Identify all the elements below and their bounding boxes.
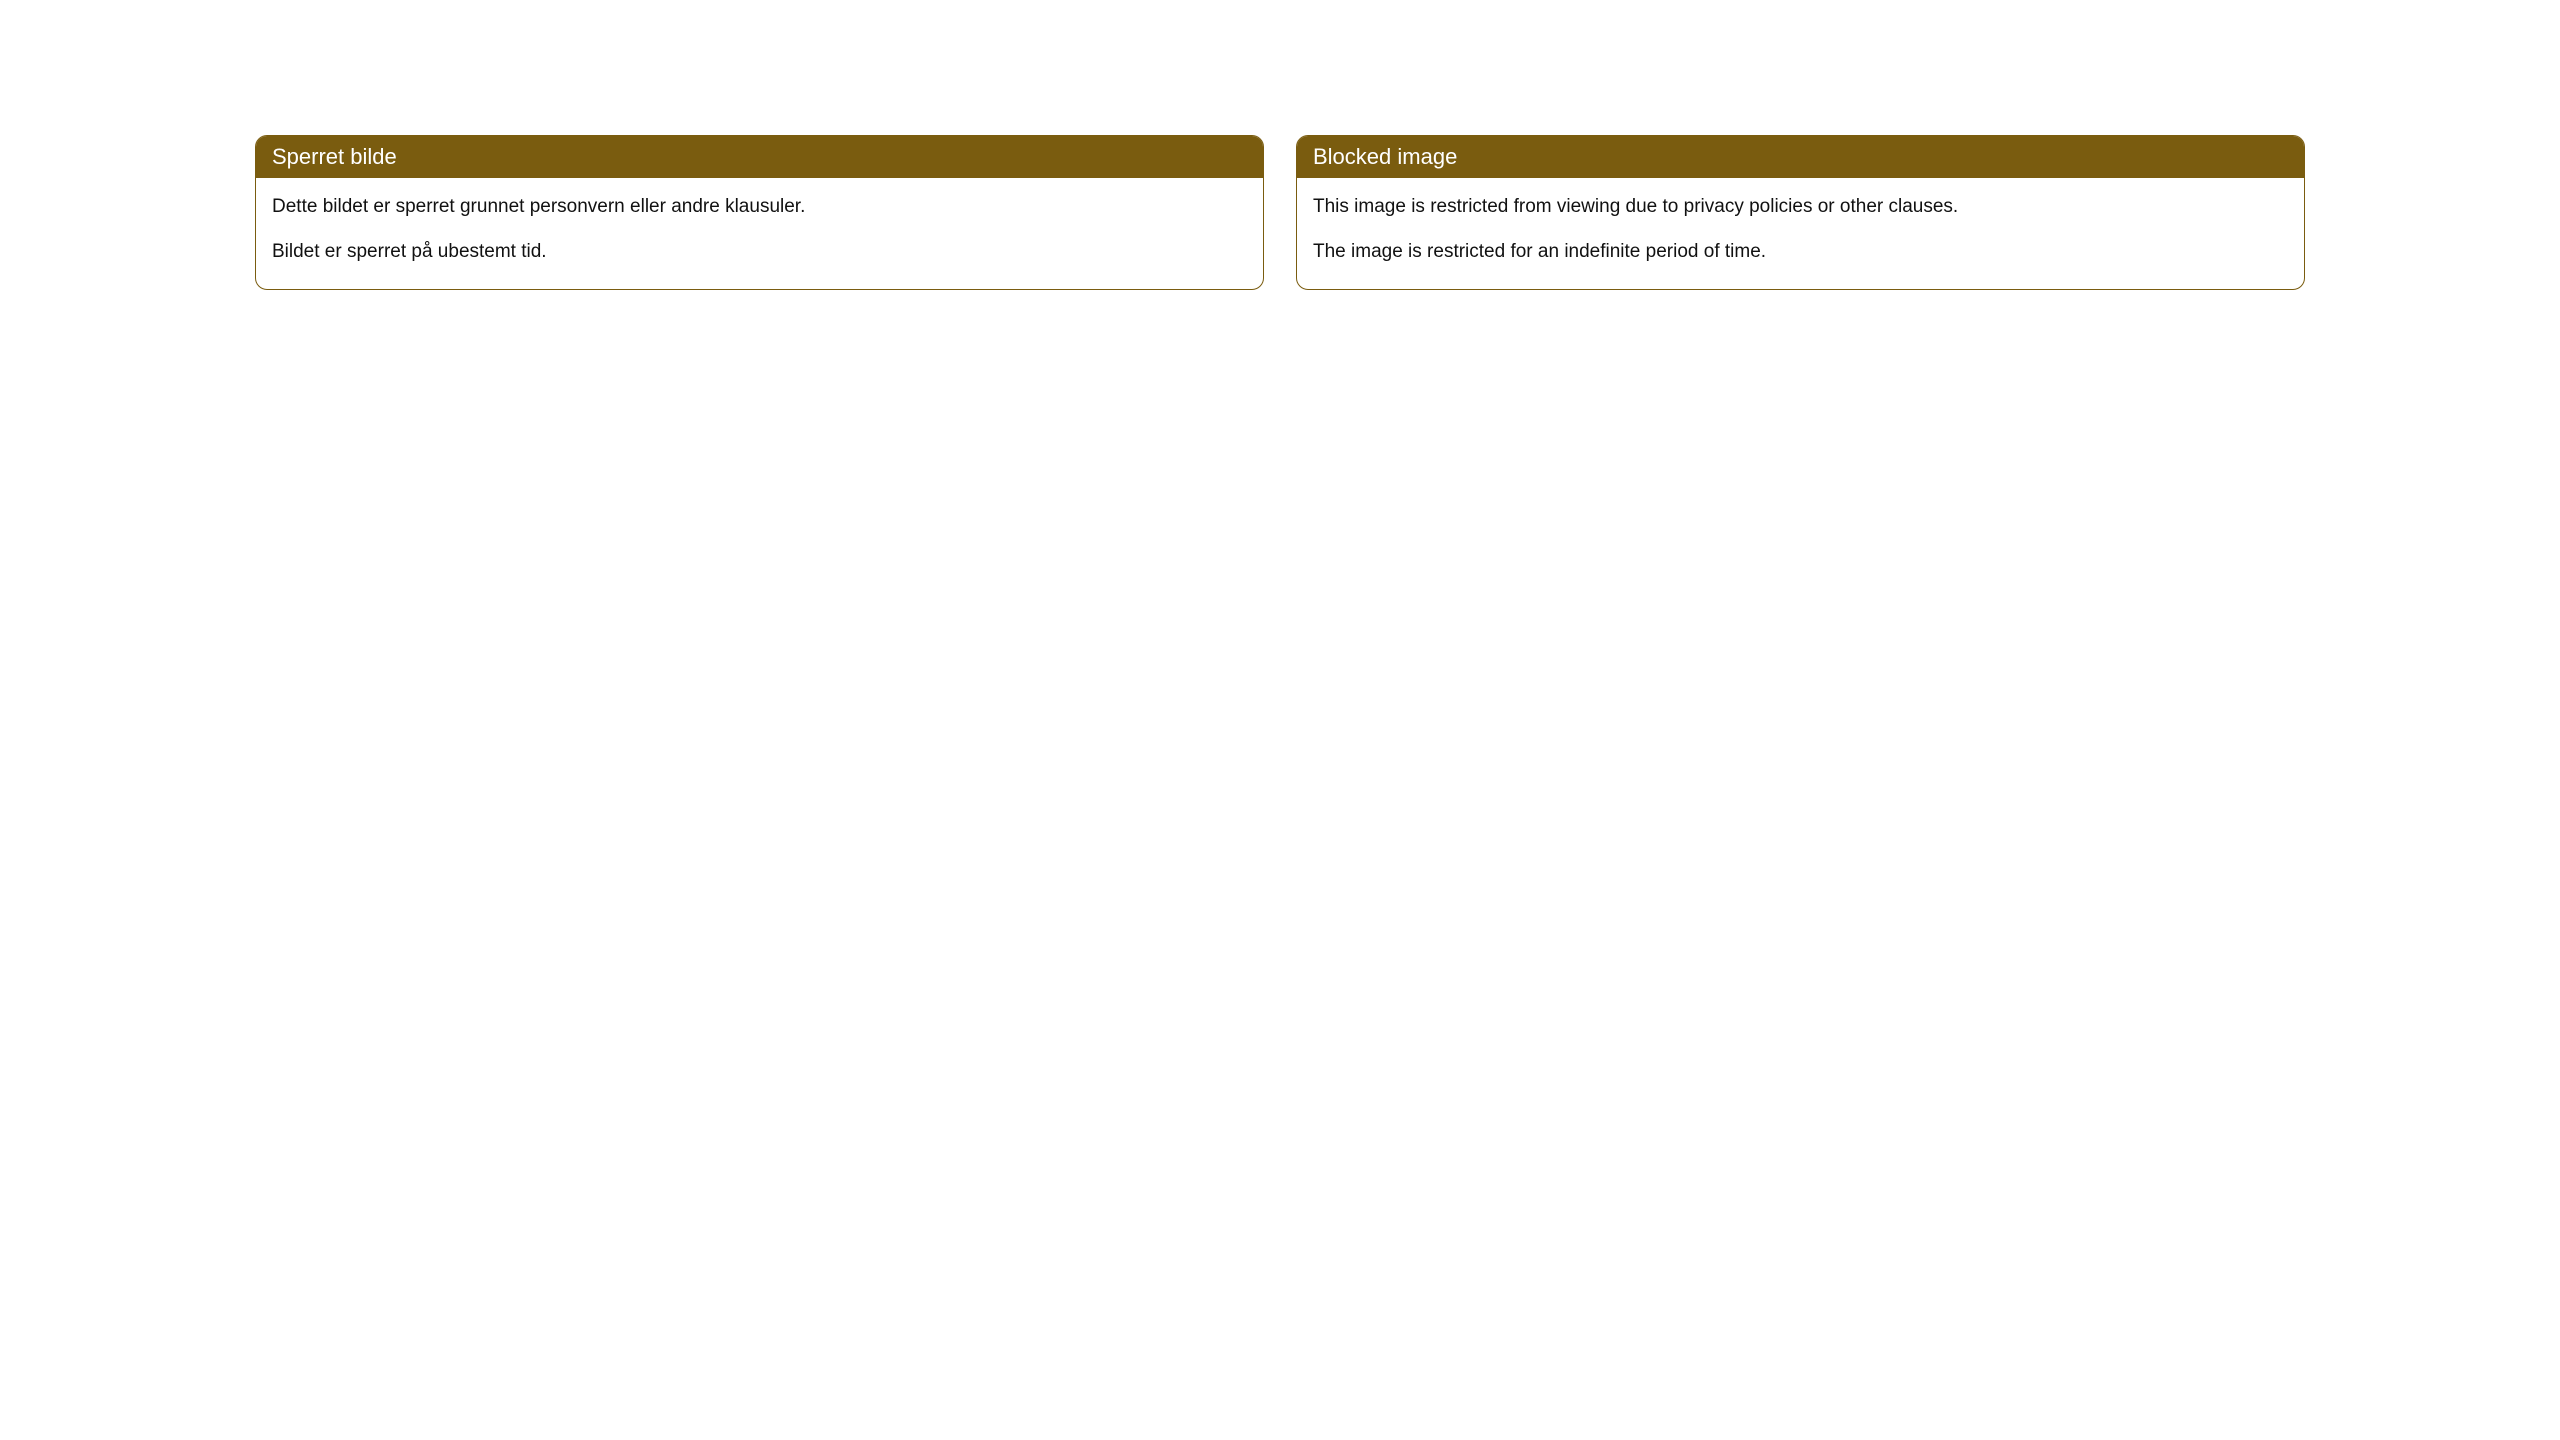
card-header-norwegian: Sperret bilde xyxy=(256,136,1263,178)
card-paragraph: The image is restricted for an indefinit… xyxy=(1313,239,2288,266)
card-header-english: Blocked image xyxy=(1297,136,2304,178)
notice-card-english: Blocked image This image is restricted f… xyxy=(1296,135,2305,290)
card-body-norwegian: Dette bildet er sperret grunnet personve… xyxy=(256,178,1263,289)
notice-cards-container: Sperret bilde Dette bildet er sperret gr… xyxy=(255,135,2305,290)
card-paragraph: This image is restricted from viewing du… xyxy=(1313,194,2288,221)
card-body-english: This image is restricted from viewing du… xyxy=(1297,178,2304,289)
card-paragraph: Dette bildet er sperret grunnet personve… xyxy=(272,194,1247,221)
card-paragraph: Bildet er sperret på ubestemt tid. xyxy=(272,239,1247,266)
notice-card-norwegian: Sperret bilde Dette bildet er sperret gr… xyxy=(255,135,1264,290)
